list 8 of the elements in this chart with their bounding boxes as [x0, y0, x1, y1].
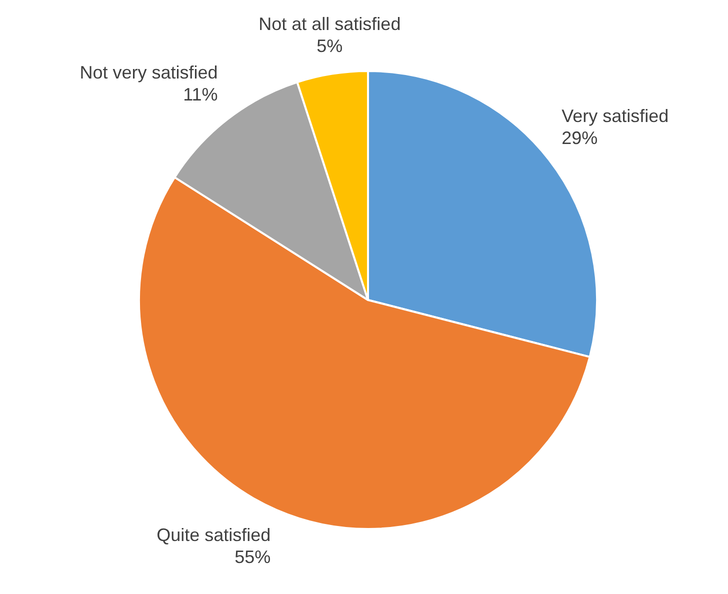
data-label: 11%: [183, 84, 218, 104]
slice-label: Quite satisfied: [156, 524, 271, 545]
slice-label: Very satisfied: [562, 106, 669, 126]
slice-label: Not at all satisfied: [258, 14, 401, 34]
data-label: 29%: [562, 128, 598, 148]
data-label: 5%: [316, 36, 343, 56]
slice-label: Not very satisfied: [80, 62, 218, 82]
data-label: 55%: [234, 546, 271, 567]
